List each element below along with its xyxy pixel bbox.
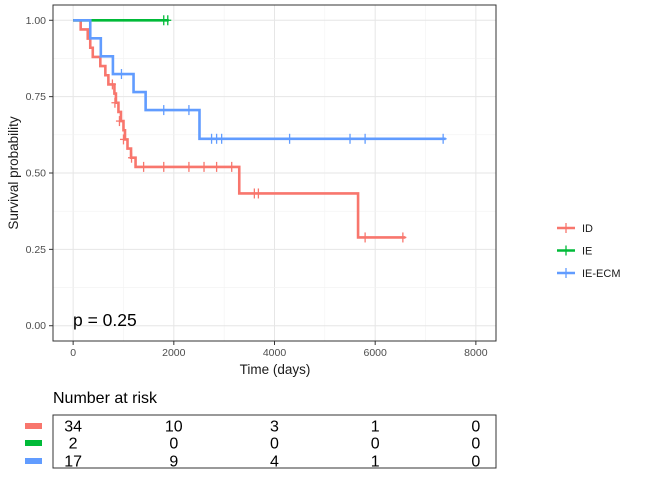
y-tick-label: 0.75 bbox=[26, 91, 47, 103]
x-tick-label: 0 bbox=[70, 347, 76, 359]
risk-count: 2 bbox=[69, 436, 78, 453]
risk-row-key-id bbox=[25, 423, 42, 429]
risk-count: 0 bbox=[471, 419, 480, 436]
grid-lines bbox=[53, 5, 496, 341]
x-axis-title: Time (days) bbox=[240, 362, 311, 377]
axis-ticks: 0 2000 4000 6000 8000 0.00 0.25 0.50 0.75 1.00 bbox=[26, 15, 488, 359]
censor-marks bbox=[108, 15, 447, 243]
risk-count: 0 bbox=[169, 436, 178, 453]
risk-count: 0 bbox=[270, 436, 279, 453]
legend-label-ie: IE bbox=[582, 246, 592, 258]
y-axis-title: Survival probability bbox=[6, 116, 21, 230]
legend-label-ie-ecm: IE-ECM bbox=[582, 268, 621, 280]
risk-count: 4 bbox=[270, 454, 279, 471]
risk-table-title: Number at risk bbox=[53, 390, 158, 407]
p-value-annotation: p = 0.25 bbox=[73, 310, 137, 330]
y-tick-label: 1.00 bbox=[26, 15, 47, 27]
risk-row-key-ie bbox=[25, 440, 42, 446]
legend: ID IE IE-ECM bbox=[557, 223, 621, 280]
risk-count: 10 bbox=[165, 419, 183, 436]
risk-count: 34 bbox=[64, 419, 82, 436]
y-tick-label: 0.25 bbox=[26, 244, 47, 256]
risk-count: 9 bbox=[169, 454, 178, 471]
x-tick-label: 4000 bbox=[263, 347, 287, 359]
risk-table: 34 10 3 1 02 0 0 0 017 9 4 1 0 bbox=[25, 419, 480, 471]
risk-count: 1 bbox=[371, 454, 380, 471]
y-tick-label: 0.00 bbox=[26, 320, 47, 332]
risk-row-key-ie-ecm bbox=[25, 458, 42, 464]
risk-count: 17 bbox=[64, 454, 82, 471]
risk-count: 0 bbox=[371, 436, 380, 453]
risk-table-frame bbox=[52, 414, 497, 469]
risk-count: 3 bbox=[270, 419, 279, 436]
y-tick-label: 0.50 bbox=[26, 168, 47, 180]
risk-count: 0 bbox=[471, 454, 480, 471]
risk-count: 1 bbox=[371, 419, 380, 436]
x-tick-label: 8000 bbox=[464, 347, 488, 359]
x-tick-label: 6000 bbox=[364, 347, 388, 359]
legend-label-id: ID bbox=[582, 223, 593, 235]
risk-count: 0 bbox=[471, 436, 480, 453]
x-tick-label: 2000 bbox=[162, 347, 186, 359]
